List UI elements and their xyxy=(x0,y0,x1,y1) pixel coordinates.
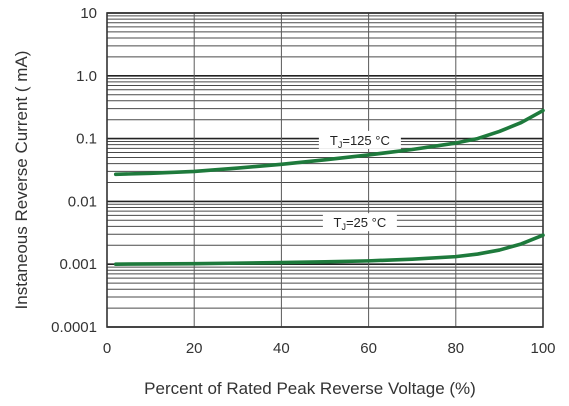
plot-frame xyxy=(106,12,544,328)
y-tick-label: 0.001 xyxy=(59,256,97,273)
x-tick-label: 20 xyxy=(186,340,203,357)
annotation-tj125: TJ=125 °C xyxy=(330,133,390,150)
y-tick-label: 1.0 xyxy=(76,68,97,85)
y-axis-title: Instaneous Reverse Current ( mA) xyxy=(12,51,31,310)
series-layer xyxy=(113,108,545,266)
x-tick-labels: 0 20 40 60 80 100 xyxy=(103,340,556,357)
x-tick-label: 0 xyxy=(103,340,111,357)
series-line-tj125 xyxy=(113,108,545,177)
annotations: TJ=125 °C TJ=25 °C xyxy=(318,130,401,232)
y-tick-label: 0.0001 xyxy=(51,319,97,336)
x-tick-label: 100 xyxy=(530,340,555,357)
annotation-bg-tj125 xyxy=(318,130,401,149)
y-tick-label: 0.1 xyxy=(76,131,97,148)
y-tick-label: 0.01 xyxy=(68,193,97,210)
y-tick-label: 10 xyxy=(80,5,97,22)
annotation-tj25: TJ=25 °C xyxy=(334,215,387,232)
x-axis-title: Percent of Rated Peak Reverse Voltage (%… xyxy=(144,379,476,398)
x-tick-label: 80 xyxy=(447,340,464,357)
series-line-tj25 xyxy=(113,233,545,266)
x-tick-label: 40 xyxy=(273,340,290,357)
y-tick-labels: 0.0001 0.001 0.01 0.1 1.0 10 xyxy=(51,5,97,336)
x-tick-label: 60 xyxy=(360,340,377,357)
annotation-bg-tj25 xyxy=(322,213,397,232)
plot-area xyxy=(107,13,543,327)
